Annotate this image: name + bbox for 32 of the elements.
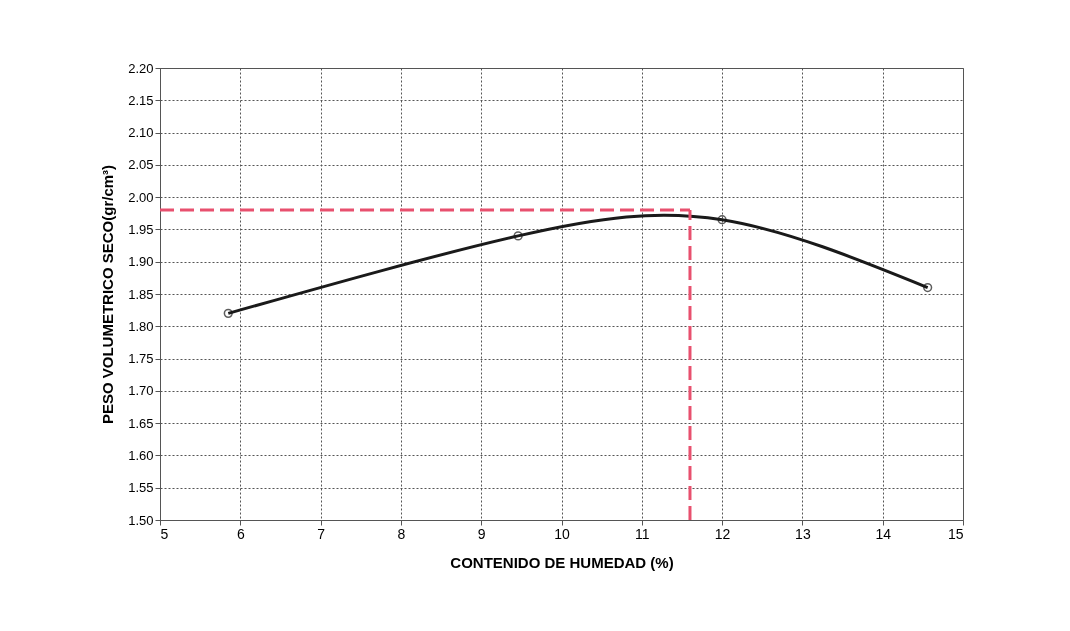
y-tick-label: 1.55	[128, 480, 154, 496]
point	[923, 282, 933, 293]
y-tick-label: 2.15	[128, 92, 154, 108]
x-tick-label: 5	[160, 525, 169, 542]
x-tick-label: 11	[635, 525, 650, 542]
y-tick-label: 1.65	[128, 415, 154, 431]
y-tick-label: 1.80	[128, 318, 154, 334]
point	[717, 215, 727, 225]
y-tick-label: 1.70	[128, 383, 154, 399]
point	[223, 308, 233, 318]
y-tick-label: 2.05	[128, 157, 154, 173]
x-axis-title: CONTENIDO DE HUMEDAD (%)	[450, 553, 674, 571]
x-tick-label: 12	[714, 525, 731, 542]
y-axis-title: PESO VOLUMETRICO SECO(gr/cm³)	[99, 164, 117, 425]
y-tick-label: 2.20	[128, 60, 154, 76]
x-tick-label: 8	[397, 525, 406, 542]
y-tick-label: 1.90	[128, 254, 154, 270]
y-tick-label: 1.50	[128, 512, 154, 528]
x-tick-label: 7	[317, 525, 326, 542]
x-tick-label: 14	[875, 525, 892, 542]
point	[513, 231, 523, 241]
x-tick-label: 6	[236, 525, 245, 542]
y-tick-label: 1.75	[128, 351, 154, 367]
y-tick-label: 2.10	[128, 125, 154, 141]
y-tick-label: 1.85	[128, 286, 154, 302]
x-tick-label: 15	[947, 525, 964, 542]
y-tick-label: 1.60	[128, 447, 154, 463]
x-tick-label: 9	[477, 525, 486, 542]
x-tick-label: 13	[795, 525, 811, 542]
x-tick-label: 10	[554, 525, 570, 542]
y-tick-label: 2.00	[128, 189, 154, 205]
y-tick-label: 1.95	[128, 221, 154, 237]
